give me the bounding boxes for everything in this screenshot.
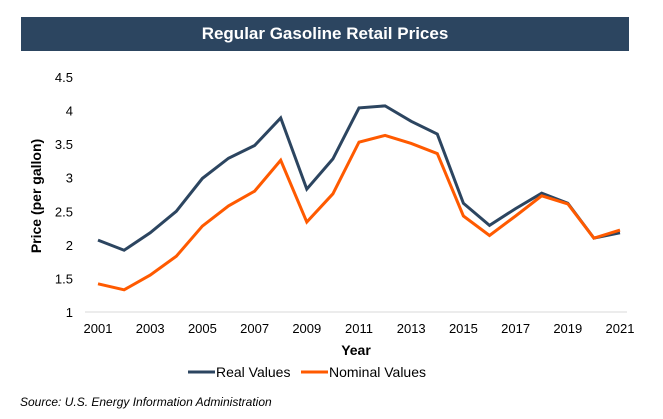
x-tick-label: 2005	[188, 321, 217, 336]
x-tick-label: 2021	[606, 321, 635, 336]
x-tick-label: 2003	[136, 321, 165, 336]
y-tick-label: 1	[66, 305, 73, 320]
chart-title-bar: Regular Gasoline Retail Prices	[21, 17, 629, 51]
source-note: Source: U.S. Energy Information Administ…	[20, 395, 272, 409]
y-tick-label: 4.5	[55, 70, 73, 85]
series-line-real-values	[97, 104, 621, 252]
series-line-nominal-values	[97, 133, 621, 292]
x-axis-ticks: 2001 2003 2005 2007 2009 2011 2013 2015 2017 2019…	[84, 321, 635, 336]
x-tick-label: 2015	[449, 321, 478, 336]
x-tick-label: 2017	[501, 321, 530, 336]
y-tick-label: 2	[66, 238, 73, 253]
y-tick-label: 3	[66, 171, 73, 186]
legend: Real Values Nominal Values	[188, 364, 426, 380]
x-axis-label: Year	[341, 342, 371, 358]
legend-label: Nominal Values	[329, 364, 426, 380]
x-tick-label: 2009	[292, 321, 321, 336]
x-tick-label: 2013	[397, 321, 426, 336]
y-axis-ticks: 1 1.5 2 2.5 3 3.5 4 4.5	[55, 70, 73, 320]
y-tick-label: 2.5	[55, 204, 73, 219]
y-tick-label: 3.5	[55, 137, 73, 152]
x-tick-label: 2007	[240, 321, 269, 336]
x-tick-label: 2019	[553, 321, 582, 336]
x-tick-label: 2001	[84, 321, 113, 336]
x-tick-label: 2011	[345, 321, 373, 336]
y-tick-label: 1.5	[55, 271, 73, 286]
series-lines	[97, 104, 621, 292]
y-tick-label: 4	[66, 104, 73, 119]
legend-label: Real Values	[216, 364, 290, 380]
y-axis-label: Price (per gallon)	[28, 139, 44, 253]
chart-title: Regular Gasoline Retail Prices	[201, 24, 449, 43]
